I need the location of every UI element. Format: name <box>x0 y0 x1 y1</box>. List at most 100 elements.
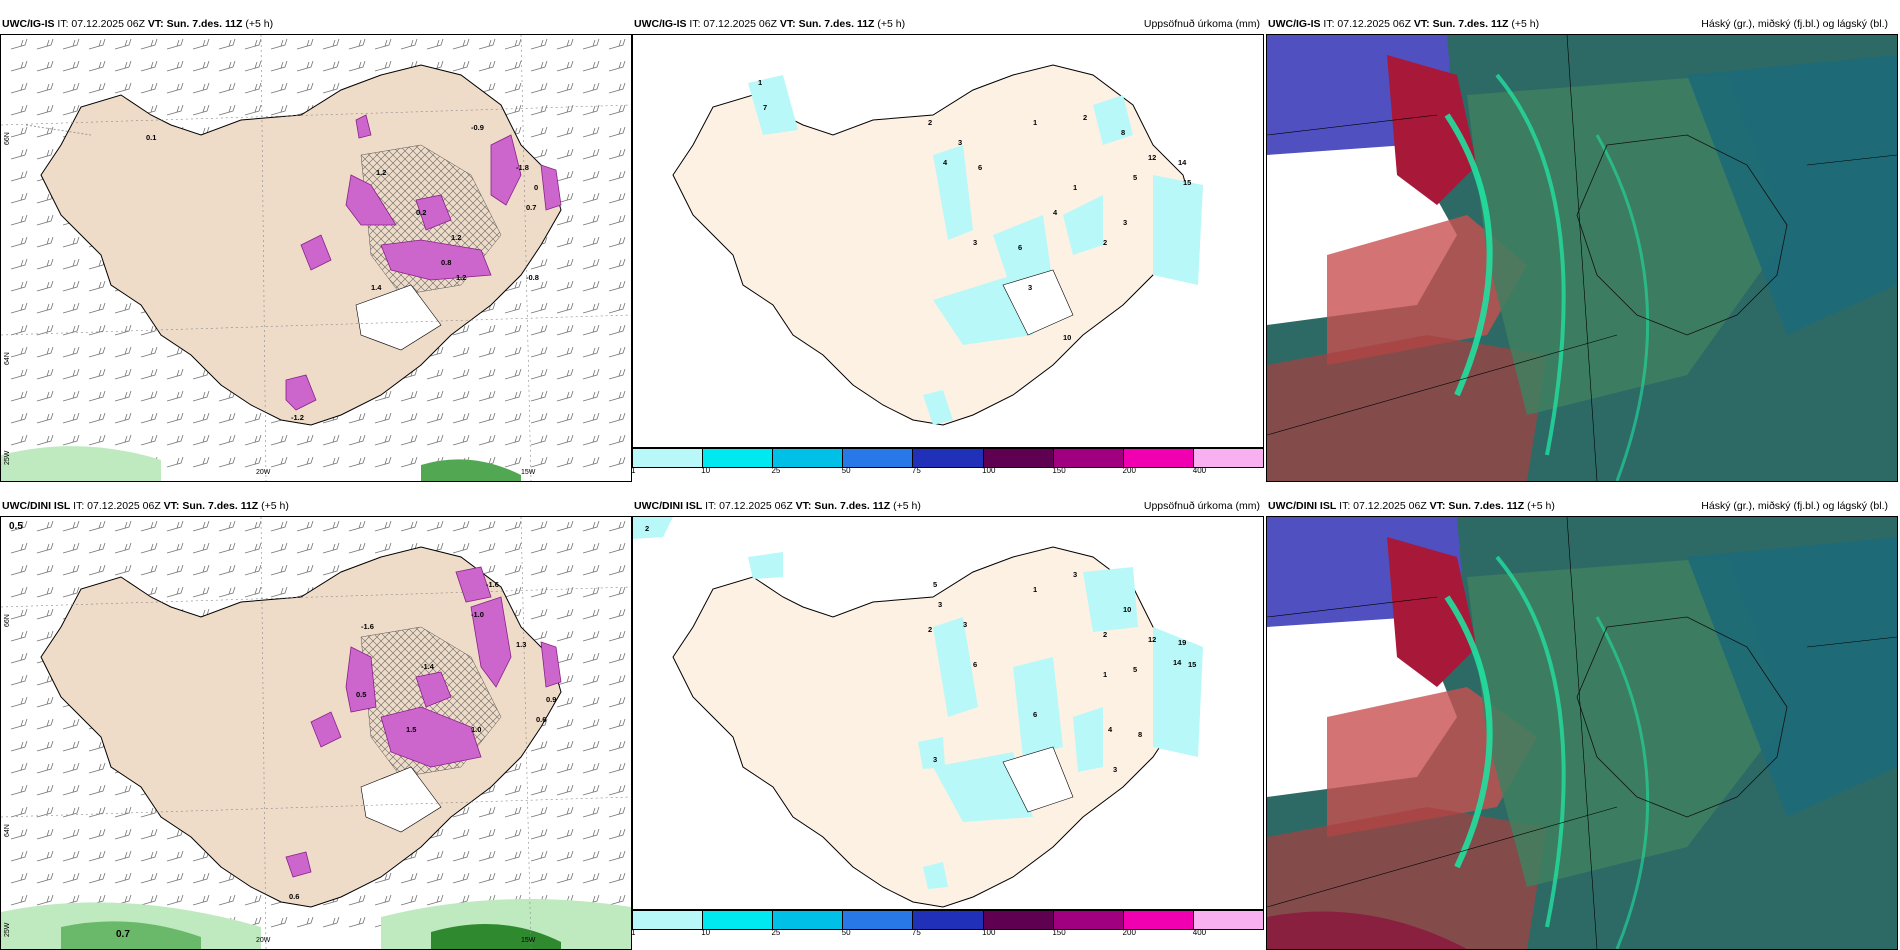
wind-barb <box>10 346 28 358</box>
precip-areas <box>748 552 1203 889</box>
wind-barb <box>452 520 470 532</box>
value-label: 2 <box>928 625 932 634</box>
wind-barb <box>374 872 392 884</box>
value-label: 1.4 <box>371 283 382 292</box>
wind-barb <box>608 170 626 182</box>
wind-barb <box>556 258 574 270</box>
scale-label: 25 <box>771 466 781 475</box>
wind-barb <box>114 564 132 576</box>
scale-label: 75 <box>911 466 921 475</box>
wind-barb <box>36 520 54 532</box>
wind-barb <box>218 456 236 468</box>
panel-bot-mid: UWC/DINI ISL IT: 07.12.2025 06Z VT: Sun.… <box>631 496 1264 950</box>
wind-barb <box>582 806 600 818</box>
lat-label: 64N <box>4 824 11 837</box>
wind-barb <box>582 346 600 358</box>
value-label: 3 <box>963 620 967 629</box>
wind-barb <box>582 368 600 380</box>
wind-barb <box>582 60 600 72</box>
wind-barb <box>504 346 522 358</box>
value-label: 4 <box>943 158 948 167</box>
wind-barb <box>582 542 600 554</box>
wind-barb <box>114 368 132 380</box>
value-label: 3 <box>1028 283 1032 292</box>
wind-barb <box>62 346 80 358</box>
wind-barb <box>10 82 28 94</box>
scale-label: 400 <box>1192 466 1207 475</box>
wind-barb <box>582 586 600 598</box>
wind-barb <box>114 38 132 50</box>
value-label: 2 <box>645 524 649 533</box>
wind-barb <box>10 740 28 752</box>
scale-label: 10 <box>701 466 711 475</box>
wind-barb <box>556 302 574 314</box>
wind-barb <box>426 412 444 424</box>
wind-barb <box>530 564 548 576</box>
wind-barb <box>140 412 158 424</box>
wind-barb <box>36 850 54 862</box>
wind-barb <box>10 674 28 686</box>
wind-barb <box>114 60 132 72</box>
value-label: -1.4 <box>421 662 435 671</box>
wind-barb <box>504 60 522 72</box>
wind-barb <box>88 520 106 532</box>
wind-barb <box>530 740 548 752</box>
wind-barb <box>504 302 522 314</box>
wind-barb <box>374 412 392 424</box>
wind-barb <box>374 520 392 532</box>
wind-barb <box>140 368 158 380</box>
wind-barb <box>322 456 340 468</box>
value-label: -0.8 <box>526 273 539 282</box>
wind-barb <box>114 346 132 358</box>
wind-barb <box>62 434 80 446</box>
wind-barb <box>10 126 28 138</box>
wind-barb <box>88 412 106 424</box>
scale-swatch <box>843 911 914 929</box>
wind-barb <box>10 630 28 642</box>
wind-barb <box>88 38 106 50</box>
wind-map: 0.1 -0.9 1.4 0.7 -1.2 0.8 1.2 -0.8 0.2 1… <box>0 34 632 482</box>
wind-barb <box>478 434 496 446</box>
wind-barb <box>218 38 236 50</box>
wind-barb <box>88 872 106 884</box>
wind-barb <box>452 368 470 380</box>
value-label: 0 <box>534 183 538 192</box>
wind-barb <box>192 60 210 72</box>
wind-barb <box>36 38 54 50</box>
wind-barb <box>114 302 132 314</box>
wind-barb <box>10 60 28 72</box>
value-label: 1 <box>1073 183 1077 192</box>
wind-barb <box>608 652 626 664</box>
wind-barb <box>10 412 28 424</box>
wind-barb <box>10 542 28 554</box>
wind-barb <box>478 850 496 862</box>
wind-barb <box>36 630 54 642</box>
wind-barb <box>36 302 54 314</box>
wind-barb <box>556 434 574 446</box>
wind-barb <box>530 608 548 620</box>
scale-label: 1 <box>631 928 636 937</box>
wind-barb <box>218 104 236 116</box>
wind-barb <box>10 38 28 50</box>
wind-barb <box>62 368 80 380</box>
wind-barb <box>270 520 288 532</box>
wind-barb <box>192 434 210 446</box>
wind-barb <box>140 520 158 532</box>
wind-barb <box>140 60 158 72</box>
panel-title: UWC/IG-IS IT: 07.12.2025 06Z VT: Sun. 7.… <box>1268 18 1540 30</box>
wind-barb <box>36 258 54 270</box>
value-label: 2 <box>1103 238 1107 247</box>
wind-barb <box>270 434 288 446</box>
value-label: 3 <box>1073 570 1077 579</box>
wind-barb <box>296 82 314 94</box>
wind-barb <box>374 434 392 446</box>
value-label: 1 <box>1033 118 1037 127</box>
panel-top-left: UWC/IG-IS IT: 07.12.2025 06Z VT: Sun. 7.… <box>0 14 632 482</box>
value-label: 0.7 <box>526 203 536 212</box>
value-label: 4 <box>1108 725 1113 734</box>
wind-barb <box>504 762 522 774</box>
value-label: 14 <box>1178 158 1187 167</box>
wind-barb <box>192 564 210 576</box>
value-label: 1.2 <box>456 273 466 282</box>
wind-barb <box>10 368 28 380</box>
